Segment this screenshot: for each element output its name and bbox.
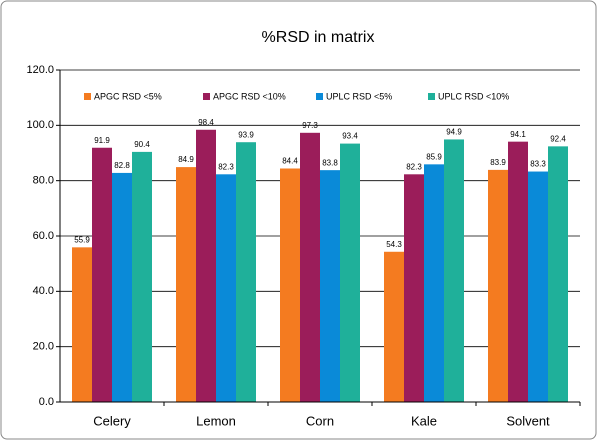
bar bbox=[444, 139, 464, 402]
x-tick-label: Lemon bbox=[196, 413, 236, 428]
value-label: 82.3 bbox=[218, 162, 234, 171]
value-label: 97.3 bbox=[302, 121, 318, 130]
bar bbox=[340, 143, 360, 403]
value-label: 83.8 bbox=[322, 158, 338, 167]
y-tick-label: 40.0 bbox=[33, 285, 54, 297]
value-label: 85.9 bbox=[426, 152, 442, 161]
x-tick-label: Celery bbox=[93, 413, 131, 428]
bar bbox=[404, 174, 424, 402]
value-label: 91.9 bbox=[94, 136, 110, 145]
x-tick-label: Kale bbox=[411, 413, 437, 428]
bar bbox=[488, 169, 508, 402]
legend-swatch bbox=[203, 93, 210, 100]
value-label: 83.9 bbox=[490, 158, 506, 167]
value-label: 84.4 bbox=[282, 157, 298, 166]
legend-label: APGC RSD <10% bbox=[213, 91, 286, 101]
y-tick-label: 120.0 bbox=[26, 64, 54, 76]
bar bbox=[384, 251, 404, 402]
bar bbox=[176, 167, 196, 402]
legend-swatch bbox=[428, 93, 435, 100]
bar bbox=[548, 146, 568, 402]
value-label: 98.4 bbox=[198, 118, 214, 127]
bar bbox=[300, 132, 320, 402]
value-label: 54.3 bbox=[386, 240, 402, 249]
legend-label: UPLC RSD <10% bbox=[438, 91, 509, 101]
legend-label: UPLC RSD <5% bbox=[326, 91, 392, 101]
chart-title: %RSD in matrix bbox=[262, 29, 375, 46]
value-label: 92.4 bbox=[550, 134, 566, 143]
legend-swatch bbox=[316, 93, 323, 100]
bar bbox=[424, 164, 444, 402]
value-label: 94.1 bbox=[510, 130, 526, 139]
value-label: 82.8 bbox=[114, 161, 130, 170]
y-tick-label: 80.0 bbox=[33, 175, 54, 187]
bar bbox=[72, 247, 92, 402]
bar bbox=[132, 151, 152, 402]
y-tick-label: 60.0 bbox=[33, 230, 54, 242]
x-tick-label: Solvent bbox=[506, 413, 550, 428]
value-label: 55.9 bbox=[74, 235, 90, 244]
bar bbox=[320, 170, 340, 402]
x-tick-label: Corn bbox=[306, 413, 334, 428]
bar bbox=[528, 171, 548, 402]
bar bbox=[92, 147, 112, 402]
value-label: 83.3 bbox=[530, 160, 546, 169]
legend-label: APGC RSD <5% bbox=[94, 91, 162, 101]
y-tick-label: 0.0 bbox=[39, 396, 54, 408]
value-label: 84.9 bbox=[178, 155, 194, 164]
value-label: 93.4 bbox=[342, 132, 358, 141]
bar bbox=[112, 172, 132, 402]
value-label: 82.3 bbox=[406, 162, 422, 171]
legend-swatch bbox=[84, 93, 91, 100]
bar bbox=[216, 174, 236, 402]
y-tick-label: 20.0 bbox=[33, 341, 54, 353]
value-label: 94.9 bbox=[446, 128, 462, 137]
bar bbox=[236, 142, 256, 402]
value-label: 93.9 bbox=[238, 130, 254, 139]
value-label: 90.4 bbox=[134, 140, 150, 149]
bar bbox=[280, 168, 300, 402]
bar bbox=[508, 141, 528, 402]
y-tick-label: 100.0 bbox=[26, 119, 54, 131]
bar bbox=[196, 129, 216, 402]
